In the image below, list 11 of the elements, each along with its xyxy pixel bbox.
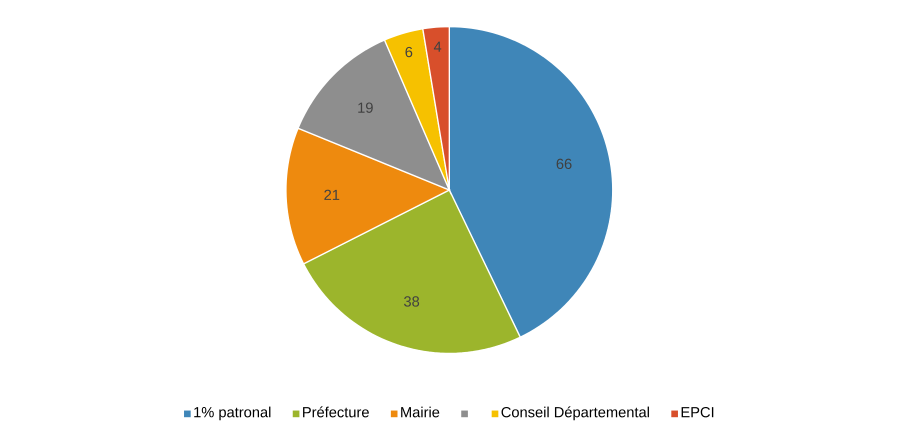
legend-label: Conseil Départemental bbox=[502, 406, 649, 420]
legend-label: Préfecture bbox=[303, 406, 369, 418]
data-label: 21 bbox=[324, 190, 340, 200]
legend-label: EPCI bbox=[682, 406, 714, 418]
data-label: 6 bbox=[406, 46, 412, 58]
data-label: 66 bbox=[556, 158, 572, 170]
legend-label: Mairie bbox=[401, 406, 440, 418]
legend-label: 1% patronal bbox=[194, 406, 270, 420]
data-label: 19 bbox=[358, 102, 373, 113]
data-label: 4 bbox=[434, 42, 442, 52]
data-label: 38 bbox=[404, 296, 420, 307]
